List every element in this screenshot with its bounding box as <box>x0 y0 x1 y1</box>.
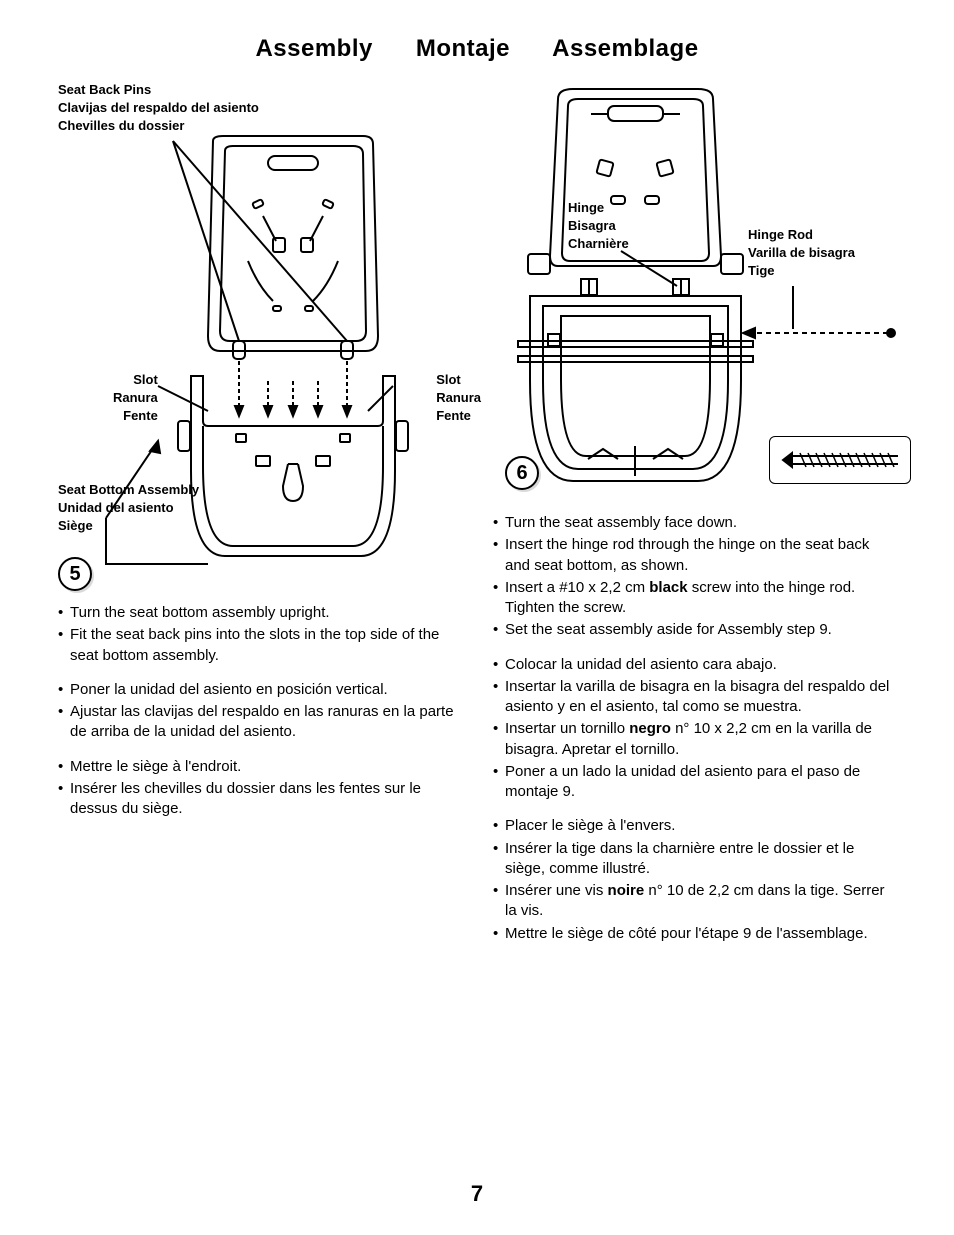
step-6-es-2: Insertar la varilla de bisagra en la bis… <box>493 677 896 718</box>
step-6-en-2: Insert the hinge rod through the hinge o… <box>493 535 896 576</box>
step-6-es-1: Colocar la unidad del asiento cara abajo… <box>493 655 896 675</box>
step-5-instructions-es: Poner la unidad del asiento en posición … <box>58 680 461 743</box>
seat-diagram-6-icon <box>493 81 913 491</box>
seat-diagram-5-icon <box>58 86 463 586</box>
step-5-en-2: Fit the seat back pins into the slots in… <box>58 625 461 666</box>
column-step-5: Seat Back Pins Clavijas del respaldo del… <box>58 81 461 958</box>
step-5-instructions-en: Turn the seat bottom assembly upright. F… <box>58 603 461 666</box>
step-6-fr-3: Insérer une vis noire n° 10 de 2,2 cm da… <box>493 881 896 922</box>
step-6-es-3: Insertar un tornillo negro n° 10 x 2,2 c… <box>493 719 896 760</box>
page-title: Assembly Montaje Assemblage <box>58 35 896 63</box>
step-5-es-2: Ajustar las clavijas del respaldo en las… <box>58 702 461 743</box>
step-6-en-3: Insert a #10 x 2,2 cm black screw into t… <box>493 578 896 619</box>
content-columns: Seat Back Pins Clavijas del respaldo del… <box>58 81 896 958</box>
step-5-fr-1: Mettre le siège à l'endroit. <box>58 757 461 777</box>
step-6-instructions-es: Colocar la unidad del asiento cara abajo… <box>493 655 896 803</box>
step-6-en-4: Set the seat assembly aside for Assembly… <box>493 620 896 640</box>
step-6-fr-4: Mettre le siège de côté pour l'étape 9 d… <box>493 924 896 944</box>
figure-step-5: Seat Back Pins Clavijas del respaldo del… <box>58 81 461 591</box>
column-step-6: Hinge Bisagra Charnière Hinge Rod Varill… <box>493 81 896 958</box>
step-6-fr-2: Insérer la tige dans la charnière entre … <box>493 839 896 880</box>
step-5-instructions-fr: Mettre le siège à l'endroit. Insérer les… <box>58 757 461 820</box>
step-6-es-4: Poner a un lado la unidad del asiento pa… <box>493 762 896 803</box>
page-number: 7 <box>0 1181 954 1207</box>
step-6-instructions-fr: Placer le siège à l'envers. Insérer la t… <box>493 816 896 944</box>
step-5-es-1: Poner la unidad del asiento en posición … <box>58 680 461 700</box>
step-6-fr-1: Placer le siège à l'envers. <box>493 816 896 836</box>
step-6-instructions-en: Turn the seat assembly face down. Insert… <box>493 513 896 641</box>
figure-step-6: Hinge Bisagra Charnière Hinge Rod Varill… <box>493 81 896 501</box>
step-6-en-1: Turn the seat assembly face down. <box>493 513 896 533</box>
step-5-fr-2: Insérer les chevilles du dossier dans le… <box>58 779 461 820</box>
step-5-en-1: Turn the seat bottom assembly upright. <box>58 603 461 623</box>
